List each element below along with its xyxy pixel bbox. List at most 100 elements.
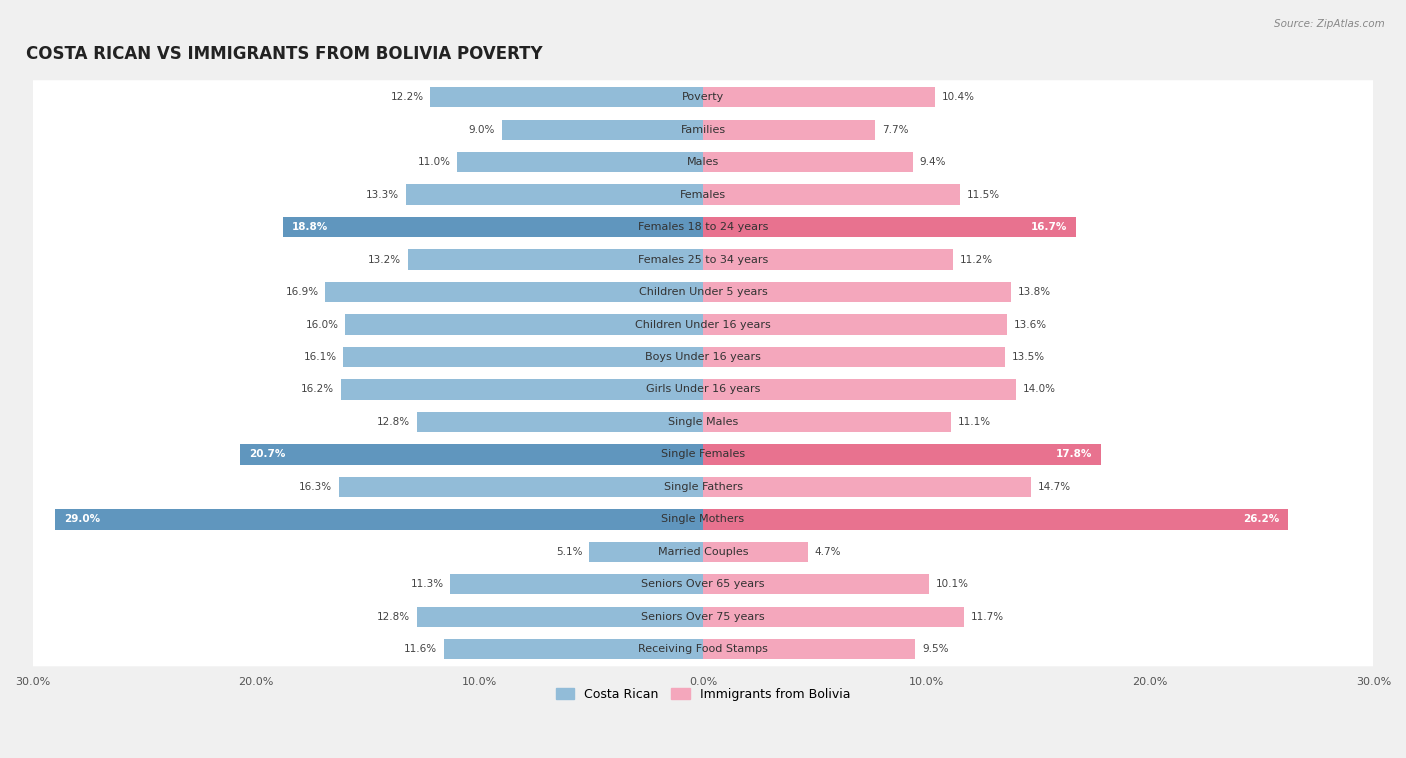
FancyBboxPatch shape xyxy=(31,177,1375,211)
Text: 26.2%: 26.2% xyxy=(1243,515,1279,525)
Text: 7.7%: 7.7% xyxy=(882,124,908,135)
Bar xyxy=(703,477,1032,497)
Text: 16.3%: 16.3% xyxy=(299,482,332,492)
Bar xyxy=(406,184,703,205)
Text: 9.0%: 9.0% xyxy=(468,124,495,135)
Bar xyxy=(589,542,703,562)
Text: Single Mothers: Single Mothers xyxy=(661,515,745,525)
Bar xyxy=(342,380,703,399)
Text: 13.2%: 13.2% xyxy=(368,255,401,265)
Text: 16.7%: 16.7% xyxy=(1031,222,1067,232)
Bar xyxy=(457,152,703,172)
Bar xyxy=(240,444,703,465)
Bar xyxy=(55,509,703,530)
Text: 14.7%: 14.7% xyxy=(1038,482,1071,492)
Bar xyxy=(703,87,935,107)
FancyBboxPatch shape xyxy=(31,535,1375,568)
Text: 11.1%: 11.1% xyxy=(957,417,991,427)
Text: Seniors Over 75 years: Seniors Over 75 years xyxy=(641,612,765,622)
FancyBboxPatch shape xyxy=(31,340,1375,374)
Bar xyxy=(450,575,703,594)
Text: 11.3%: 11.3% xyxy=(411,579,444,590)
Text: 20.7%: 20.7% xyxy=(249,449,285,459)
Text: Single Females: Single Females xyxy=(661,449,745,459)
Text: 12.8%: 12.8% xyxy=(377,612,411,622)
Bar xyxy=(408,249,703,270)
Bar xyxy=(703,249,953,270)
Text: Families: Families xyxy=(681,124,725,135)
Bar xyxy=(283,217,703,237)
Bar xyxy=(703,444,1101,465)
Text: 11.0%: 11.0% xyxy=(418,157,450,167)
Text: Girls Under 16 years: Girls Under 16 years xyxy=(645,384,761,394)
Text: 13.5%: 13.5% xyxy=(1011,352,1045,362)
Text: 29.0%: 29.0% xyxy=(63,515,100,525)
Text: 16.1%: 16.1% xyxy=(304,352,336,362)
Bar xyxy=(703,639,915,659)
Text: 11.7%: 11.7% xyxy=(972,612,1004,622)
FancyBboxPatch shape xyxy=(31,405,1375,439)
Text: Females 25 to 34 years: Females 25 to 34 years xyxy=(638,255,768,265)
Text: 11.2%: 11.2% xyxy=(960,255,993,265)
Text: 14.0%: 14.0% xyxy=(1022,384,1056,394)
Bar xyxy=(703,380,1017,399)
FancyBboxPatch shape xyxy=(31,632,1375,666)
FancyBboxPatch shape xyxy=(31,275,1375,309)
FancyBboxPatch shape xyxy=(31,210,1375,244)
Bar xyxy=(502,120,703,139)
Text: Females 18 to 24 years: Females 18 to 24 years xyxy=(638,222,768,232)
Text: Receiving Food Stamps: Receiving Food Stamps xyxy=(638,644,768,654)
Text: 9.4%: 9.4% xyxy=(920,157,946,167)
Text: 11.6%: 11.6% xyxy=(404,644,437,654)
FancyBboxPatch shape xyxy=(31,113,1375,146)
Bar xyxy=(430,87,703,107)
Text: Married Couples: Married Couples xyxy=(658,547,748,557)
Text: Single Fathers: Single Fathers xyxy=(664,482,742,492)
Bar xyxy=(703,347,1005,367)
Bar xyxy=(444,639,703,659)
Text: Poverty: Poverty xyxy=(682,92,724,102)
Text: Source: ZipAtlas.com: Source: ZipAtlas.com xyxy=(1274,19,1385,29)
Bar xyxy=(703,282,1011,302)
FancyBboxPatch shape xyxy=(31,600,1375,634)
Bar xyxy=(346,315,703,334)
Text: Single Males: Single Males xyxy=(668,417,738,427)
Bar xyxy=(703,120,875,139)
Bar xyxy=(339,477,703,497)
Text: Males: Males xyxy=(688,157,718,167)
FancyBboxPatch shape xyxy=(31,470,1375,504)
Text: 16.0%: 16.0% xyxy=(305,320,339,330)
Text: 13.8%: 13.8% xyxy=(1018,287,1052,297)
Text: 13.6%: 13.6% xyxy=(1014,320,1046,330)
Text: 9.5%: 9.5% xyxy=(922,644,949,654)
FancyBboxPatch shape xyxy=(31,373,1375,406)
Bar xyxy=(325,282,703,302)
Text: 13.3%: 13.3% xyxy=(366,190,399,199)
Text: Children Under 16 years: Children Under 16 years xyxy=(636,320,770,330)
Text: 12.8%: 12.8% xyxy=(377,417,411,427)
Bar xyxy=(418,412,703,432)
Text: Children Under 5 years: Children Under 5 years xyxy=(638,287,768,297)
FancyBboxPatch shape xyxy=(31,146,1375,179)
Bar xyxy=(703,412,950,432)
Bar xyxy=(418,607,703,627)
Bar xyxy=(703,315,1007,334)
Text: 17.8%: 17.8% xyxy=(1056,449,1092,459)
Text: 16.2%: 16.2% xyxy=(301,384,335,394)
Text: Females: Females xyxy=(681,190,725,199)
Bar xyxy=(703,184,960,205)
Text: 18.8%: 18.8% xyxy=(292,222,328,232)
FancyBboxPatch shape xyxy=(31,80,1375,114)
Text: 12.2%: 12.2% xyxy=(391,92,423,102)
Text: 16.9%: 16.9% xyxy=(285,287,319,297)
Text: 10.1%: 10.1% xyxy=(935,579,969,590)
FancyBboxPatch shape xyxy=(31,568,1375,601)
FancyBboxPatch shape xyxy=(31,503,1375,537)
FancyBboxPatch shape xyxy=(31,243,1375,277)
FancyBboxPatch shape xyxy=(31,308,1375,341)
Text: Seniors Over 65 years: Seniors Over 65 years xyxy=(641,579,765,590)
Bar xyxy=(703,575,929,594)
Bar xyxy=(703,217,1076,237)
Text: Boys Under 16 years: Boys Under 16 years xyxy=(645,352,761,362)
Bar xyxy=(703,542,808,562)
